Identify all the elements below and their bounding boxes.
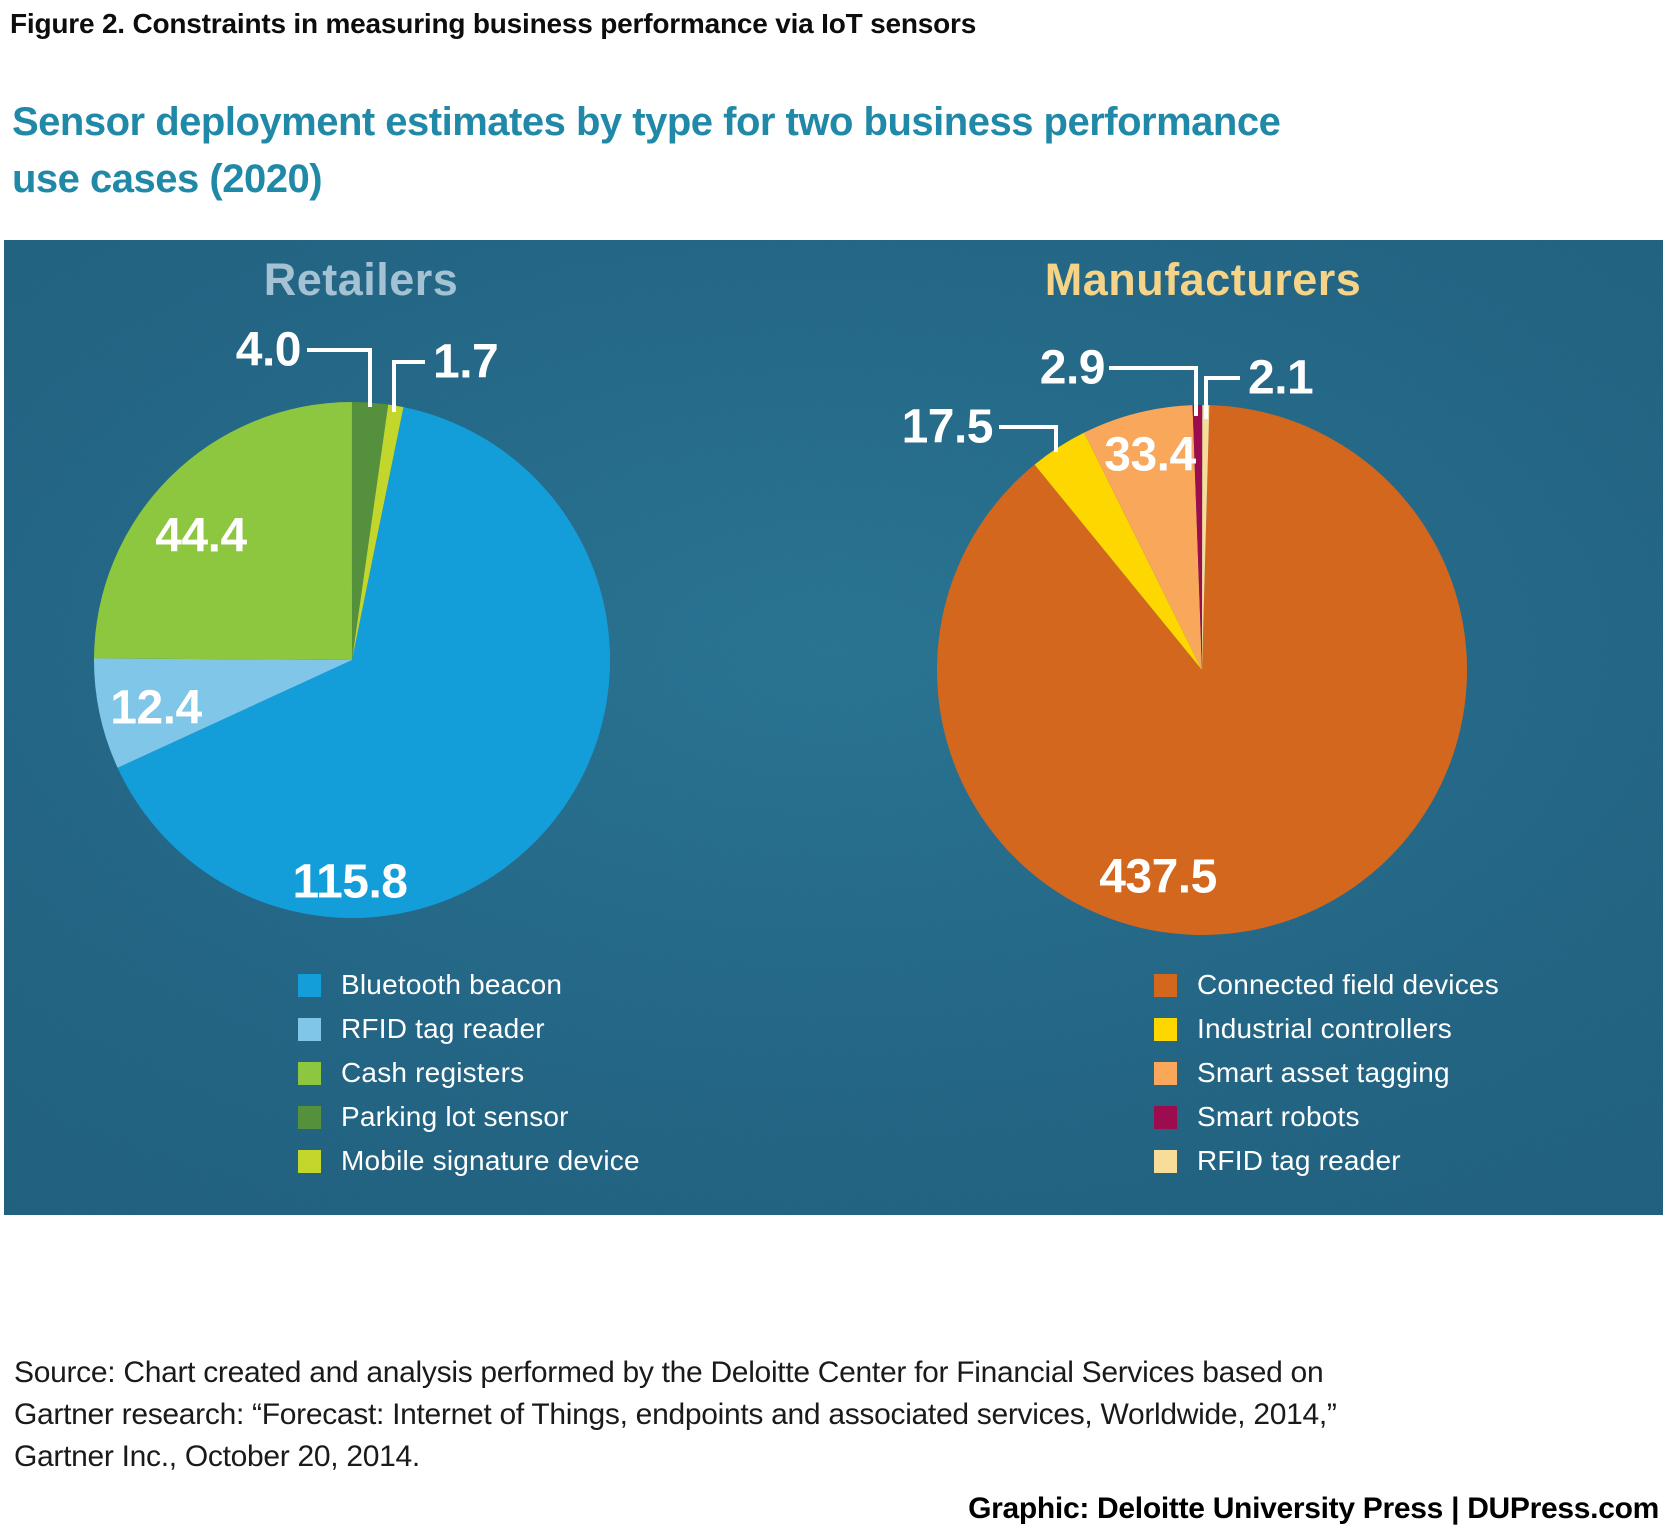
legend-swatch-connected-field-devices	[1154, 973, 1177, 997]
source-note: Source: Chart created and analysis perfo…	[14, 1352, 1337, 1478]
legend-label-connected-field-devices: Connected field devices	[1197, 969, 1499, 1000]
callout-line-smart-robots	[1109, 366, 1198, 416]
callout-lines	[307, 348, 1240, 452]
source-line-3: Gartner Inc., October 20, 2014.	[14, 1440, 420, 1473]
legend-item-parking-lot-sensor: Parking lot sensor	[298, 1101, 569, 1132]
legend-label-rfid-tag-reader: RFID tag reader	[341, 1013, 545, 1044]
manufacturers-pie	[937, 404, 1468, 935]
legend-label-mobile-signature-device: Mobile signature device	[341, 1145, 640, 1176]
value-label-connected-field-devices: 437.5	[1099, 850, 1217, 904]
legend-item-rfid-tag-reader: RFID tag reader	[1154, 1145, 1401, 1176]
retailers-title: Retailers	[263, 254, 459, 305]
value-label-mobile-signature-device: 1.7	[433, 335, 499, 389]
callout-line-industrial-controllers	[999, 425, 1058, 452]
legend-label-parking-lot-sensor: Parking lot sensor	[341, 1101, 569, 1132]
value-label-rfid-tag-reader: 12.4	[110, 681, 202, 735]
pie-slice-smart-asset-tagging	[1084, 405, 1202, 670]
source-line-1: Source: Chart created and analysis perfo…	[14, 1356, 1324, 1389]
legend-item-smart-robots: Smart robots	[1154, 1101, 1360, 1132]
value-label-parking-lot-sensor: 4.0	[235, 323, 302, 377]
legend-swatch-parking-lot-sensor	[298, 1105, 321, 1129]
pie-slice-industrial-controllers	[1034, 432, 1202, 670]
pie-slice-cash-registers	[94, 402, 352, 660]
legend-swatch-mobile-signature-device	[298, 1149, 321, 1173]
value-label-rfid-tag-reader-mfg: 2.1	[1248, 351, 1314, 405]
legend-item-bluetooth-beacon: Bluetooth beacon	[298, 969, 562, 1000]
value-label-smart-asset-tagging: 33.4	[1104, 428, 1196, 482]
subtitle-line-2: use cases (2020)	[12, 157, 323, 201]
value-label-industrial-controllers: 17.5	[901, 400, 994, 454]
legend-swatch-smart-asset-tagging	[1154, 1061, 1177, 1085]
pie-slice-parking-lot-sensor	[351, 402, 389, 660]
retailers-pie	[93, 402, 610, 918]
legend-swatch-rfid-tag-reader	[298, 1017, 321, 1041]
legend-swatch-cash-registers	[298, 1061, 321, 1085]
legend-item-mobile-signature-device: Mobile signature device	[298, 1145, 640, 1176]
retailers-legend: Bluetooth beacon RFID tag reader Cash regi…	[298, 240, 778, 1215]
value-label-cash-registers: 44.4	[155, 509, 247, 563]
pie-slice-bluetooth-beacon	[117, 407, 610, 918]
figure-title: Figure 2. Constraints in measuring busin…	[10, 8, 977, 39]
chart-panel: Retailers Manufacturers 4.0 1.7 44.4 12.…	[4, 240, 1663, 1215]
callout-line-rfid-tag-reader-mfg	[1204, 376, 1240, 419]
pie-slice-connected-field-devices	[937, 405, 1468, 935]
legend-label-rfid-tag-reader: RFID tag reader	[1197, 1145, 1401, 1176]
legend-swatch-bluetooth-beacon	[298, 973, 321, 997]
legend-item-cash-registers: Cash registers	[298, 1057, 524, 1088]
legend-label-industrial-controllers: Industrial controllers	[1197, 1013, 1452, 1044]
legend-swatch-industrial-controllers	[1154, 1017, 1177, 1041]
legend-label-smart-asset-tagging: Smart asset tagging	[1197, 1057, 1450, 1088]
legend-label-smart-robots: Smart robots	[1197, 1101, 1360, 1132]
legend-item-smart-asset-tagging: Smart asset tagging	[1154, 1057, 1450, 1088]
callout-line-parking-lot-sensor	[307, 348, 372, 407]
legend-label-bluetooth-beacon: Bluetooth beacon	[341, 969, 563, 1000]
pie-slice-rfid-tag-reader	[93, 658, 352, 768]
callout-line-mobile-signature-device	[392, 360, 425, 412]
chart-subtitle: Sensor deployment estimates by type for …	[12, 94, 1281, 208]
pie-slice-mobile-signature-device	[352, 404, 404, 660]
legend-item-rfid-tag-reader: RFID tag reader	[298, 1013, 545, 1044]
legend-item-industrial-controllers: Industrial controllers	[1154, 1013, 1452, 1044]
subtitle-line-1: Sensor deployment estimates by type for …	[12, 100, 1281, 144]
credit-line: Graphic: Deloitte University Press | DUP…	[968, 1492, 1659, 1525]
value-label-bluetooth-beacon: 115.8	[292, 855, 408, 909]
legend-swatch-smart-robots	[1154, 1105, 1177, 1129]
manufacturers-legend: Connected field devices Industrial contro…	[1154, 240, 1634, 1215]
value-label-smart-robots: 2.9	[1039, 341, 1106, 395]
pie-slice-smart-robots	[1192, 404, 1203, 670]
pie-slice-rfid-tag-reader	[1202, 405, 1210, 670]
legend-label-cash-registers: Cash registers	[341, 1057, 525, 1088]
manufacturers-title: Manufacturers	[1044, 254, 1362, 305]
legend-swatch-rfid-tag-reader	[1154, 1149, 1177, 1173]
pie-charts-canvas	[4, 240, 1663, 1215]
source-line-2: Gartner research: “Forecast: Internet of…	[14, 1398, 1337, 1431]
legend-item-connected-field-devices: Connected field devices	[1154, 969, 1499, 1000]
